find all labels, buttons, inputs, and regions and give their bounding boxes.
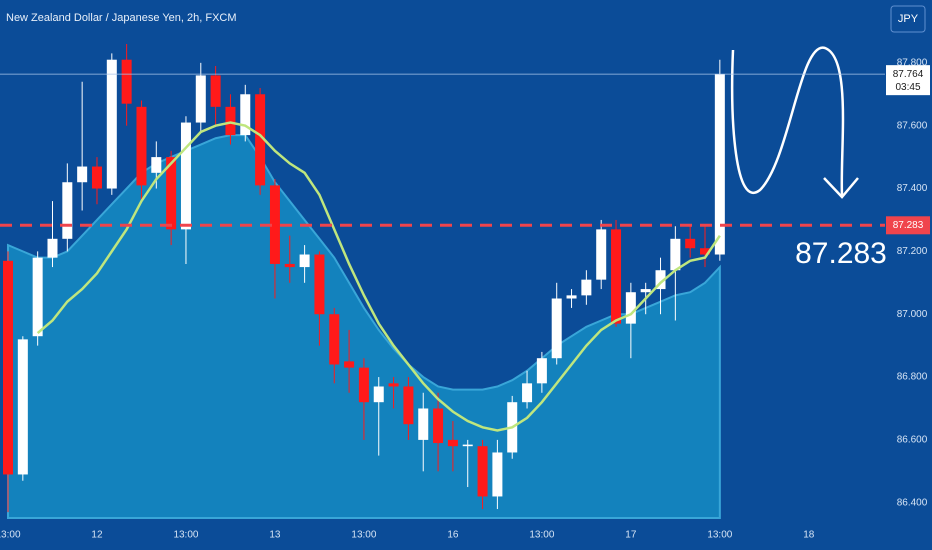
- x-tick-label: 13: [269, 530, 281, 541]
- candle-body: [284, 263, 295, 268]
- candle-body: [47, 238, 58, 258]
- candle-body: [344, 361, 355, 368]
- candle-body: [329, 314, 340, 365]
- candle-body: [358, 367, 369, 403]
- candle-body: [596, 229, 607, 280]
- candle-body: [477, 446, 488, 497]
- candle-body: [136, 106, 147, 186]
- candle-body: [180, 122, 191, 230]
- candle-body: [462, 444, 473, 447]
- candle-body: [225, 106, 236, 136]
- ma-line: [36, 121, 721, 432]
- y-tick-label: 87.400: [897, 183, 928, 194]
- candle-body: [433, 408, 444, 444]
- candle-body: [388, 383, 399, 387]
- y-tick-label: 86.400: [897, 497, 928, 508]
- y-tick-label: 86.800: [897, 372, 928, 383]
- candle-body: [3, 260, 13, 475]
- candle-body: [655, 270, 666, 290]
- chart-title: New Zealand Dollar / Japanese Yen, 2h, F…: [6, 12, 237, 24]
- arrow-drawing: [730, 46, 845, 196]
- candle-body: [566, 295, 577, 299]
- candle-body: [17, 339, 28, 475]
- x-tick-label: 13:00: [351, 530, 376, 541]
- candle-body: [166, 157, 177, 230]
- level-annotation: 87.283: [795, 237, 887, 270]
- candle-body: [91, 166, 102, 189]
- countdown-label: 03:45: [895, 82, 920, 93]
- x-tick-label: 18: [803, 530, 815, 541]
- candle-body: [151, 157, 162, 173]
- x-tick-label: 13:00: [707, 530, 732, 541]
- candle-body: [700, 248, 711, 255]
- level-label: 87.283: [893, 220, 924, 231]
- candle-body: [210, 75, 221, 107]
- currency-button[interactable]: [890, 5, 926, 33]
- y-tick-label: 87.000: [897, 309, 928, 320]
- candle-body: [62, 182, 73, 239]
- y-tick-label: 87.200: [897, 246, 928, 257]
- candle-body: [714, 74, 725, 255]
- candle-body: [522, 383, 533, 403]
- currency-button-label[interactable]: JPY: [898, 13, 919, 25]
- y-tick-label: 87.600: [897, 120, 928, 131]
- candle-body: [269, 185, 280, 264]
- candle-body: [640, 289, 651, 293]
- x-tick-label: 17: [625, 530, 637, 541]
- candle-body: [373, 386, 384, 403]
- candle-body: [195, 75, 206, 123]
- x-tick-label: 16: [447, 530, 459, 541]
- candle-body: [447, 439, 458, 447]
- candle-body: [551, 298, 562, 359]
- candle-body: [403, 386, 414, 425]
- candle-body: [492, 452, 503, 497]
- candle-body: [77, 166, 88, 183]
- candle-body: [255, 94, 266, 186]
- candle-body: [536, 358, 547, 384]
- candle-body: [314, 254, 325, 315]
- candle-body: [581, 279, 592, 296]
- x-tick-label: 13:00: [529, 530, 554, 541]
- candle-body: [32, 257, 43, 337]
- x-tick-label: 13:00: [0, 530, 21, 541]
- candle-body: [670, 238, 681, 271]
- candle-body: [121, 59, 132, 104]
- level-label-box: [886, 216, 930, 235]
- x-tick-label: 12: [91, 530, 103, 541]
- candle-body: [625, 292, 636, 324]
- y-tick-label: 87.800: [897, 57, 928, 68]
- arrow-head: [823, 177, 859, 199]
- y-tick-label: 86.600: [897, 435, 928, 446]
- last-price-label: 87.764: [893, 69, 924, 80]
- candle-body: [418, 408, 429, 440]
- candle-body: [611, 229, 622, 324]
- last-price-box: [886, 65, 930, 96]
- x-tick-label: 13:00: [173, 530, 198, 541]
- candle-body: [240, 94, 251, 136]
- candle-body: [106, 59, 117, 189]
- candle-body: [299, 254, 310, 268]
- candle-body: [685, 238, 696, 249]
